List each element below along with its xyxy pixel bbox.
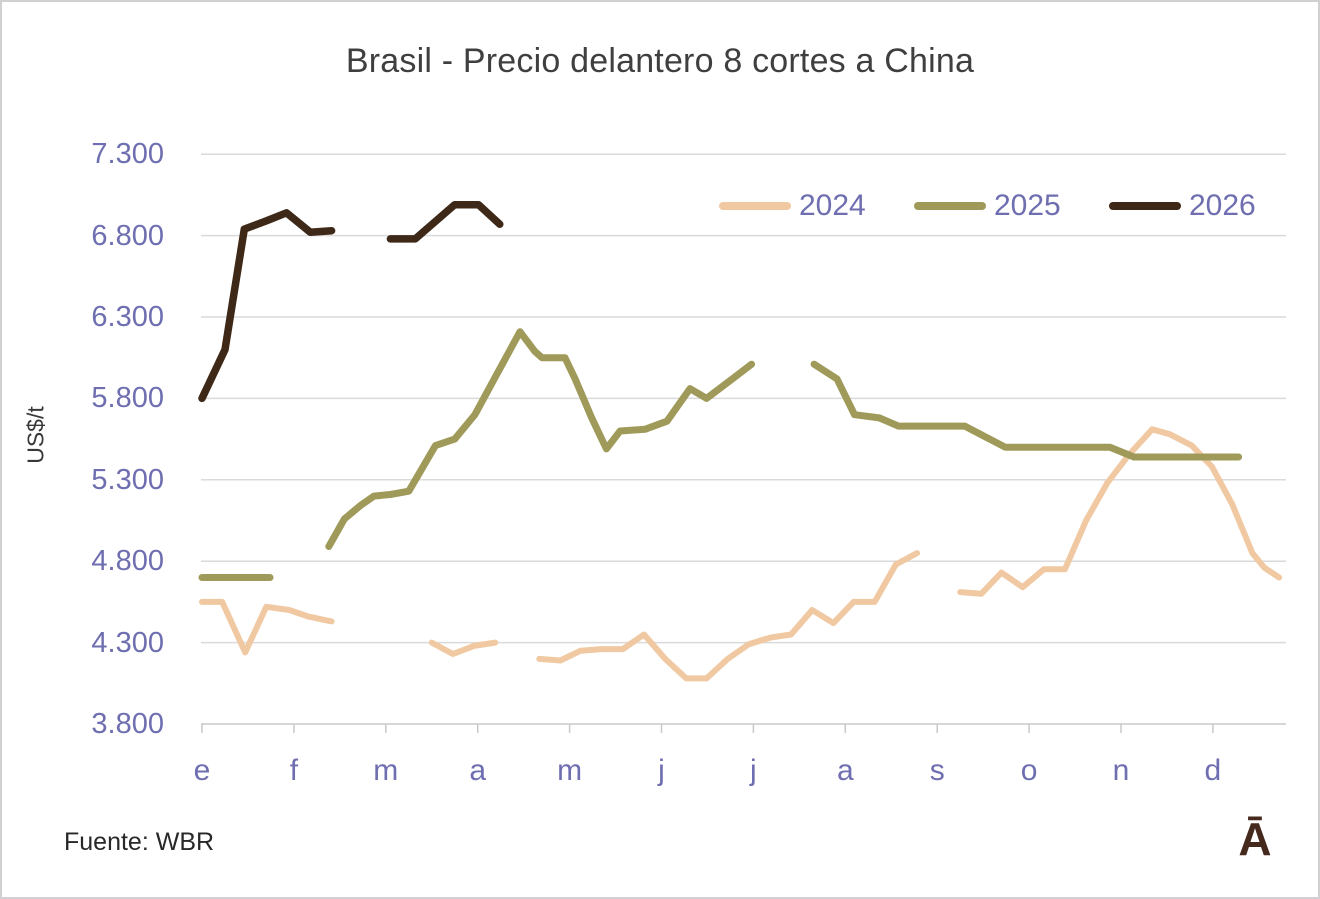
legend-swatch-2024	[719, 202, 791, 210]
series-line-2026	[198, 209, 336, 403]
x-tick-label-0-e: e	[193, 754, 211, 787]
series-line-2024	[428, 639, 499, 657]
x-tick-label-11-d: d	[1204, 754, 1222, 787]
legend-item-2025: 2025	[914, 188, 1061, 224]
legend-swatch-2025	[914, 202, 986, 210]
x-tick-label-9-o: o	[1020, 754, 1038, 787]
series-line-2025	[325, 328, 756, 550]
x-tick-label-10-n: n	[1112, 754, 1130, 787]
legend-item-2024: 2024	[719, 188, 866, 224]
x-tick-label-8-s: s	[929, 754, 945, 787]
x-tick-label-1-f: f	[289, 754, 299, 787]
legend-item-2026: 2026	[1109, 188, 1256, 224]
legend-label-2025: 2025	[994, 189, 1061, 222]
x-tick-label-4-m: m	[557, 754, 583, 787]
y-tick-label-4.800: 4.800	[91, 545, 164, 578]
x-tick-label-3-a: a	[469, 754, 487, 787]
x-tick-label-5-j: j	[658, 754, 665, 787]
y-tick-label-3.800: 3.800	[91, 708, 164, 740]
y-tick-label-5.800: 5.800	[91, 382, 164, 415]
series-line-2024	[199, 598, 335, 656]
y-tick-label-6.800: 6.800	[91, 219, 164, 252]
x-tick-label-2-m: m	[373, 754, 399, 787]
y-tick-label-6.300: 6.300	[91, 301, 164, 333]
series-line-2024	[536, 550, 920, 682]
x-tick-label-6-j: j	[750, 754, 757, 787]
y-tick-label-5.300: 5.300	[91, 463, 164, 496]
chart-title: Brasil - Precio delantero 8 cortes a Chi…	[345, 42, 975, 80]
series-line-2025	[810, 360, 1243, 461]
y-tick-label-4.300: 4.300	[91, 626, 164, 659]
legend-label-2024: 2024	[799, 189, 866, 222]
y-tick-label-7.300: 7.300	[91, 138, 164, 171]
source-note: Fuente: WBR	[64, 828, 215, 856]
series-line-2026	[386, 200, 504, 243]
legend-swatch-2026	[1109, 202, 1181, 210]
brand-logo: Ā	[1238, 813, 1272, 865]
legend-label-2026: 2026	[1189, 189, 1256, 222]
x-tick-label-7-a: a	[836, 754, 854, 787]
